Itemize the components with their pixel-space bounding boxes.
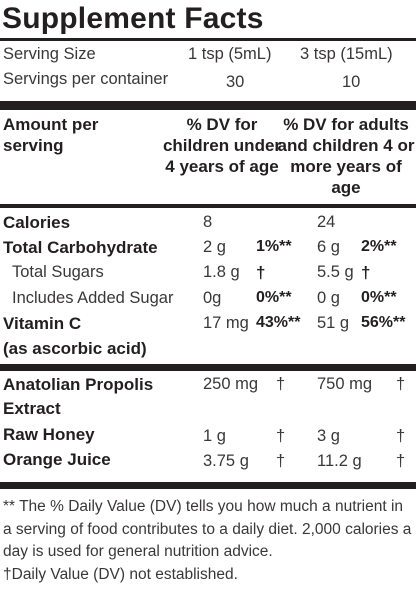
thick-divider <box>0 364 416 371</box>
added-sugar-child-dv: 0%** <box>256 289 292 306</box>
carbohydrate-adult-amount: 6 g <box>317 238 340 256</box>
sugars-child-amount: 1.8 g <box>203 263 240 281</box>
carbohydrate-adult-dv: 2%** <box>361 238 397 255</box>
calories-adult-amount: 24 <box>317 213 336 231</box>
vitamin-c-label: Vitamin C <box>3 314 82 333</box>
divider <box>0 38 416 41</box>
orange-juice-label: Orange Juice <box>3 450 111 469</box>
calories-child-amount: 8 <box>203 213 213 231</box>
honey-child-amount: 1 g <box>203 427 226 445</box>
orange-juice-adult-amount: 11.2 g <box>317 452 362 470</box>
propolis-child-amount: 250 mg <box>203 375 259 393</box>
dagger-footnote: †Daily Value (DV) not established. <box>3 566 238 583</box>
added-sugar-label: Includes Added Sugar <box>12 289 174 307</box>
servings-per-container-label: Servings per container <box>3 70 169 88</box>
vitamin-c-adult-amount: 51 g <box>317 314 350 332</box>
vitamin-c-adult-dv: 56%** <box>361 314 406 331</box>
added-sugar-child-amount: 0g <box>203 289 222 307</box>
thick-divider <box>0 482 416 489</box>
servings-per-container-adult: 10 <box>342 73 361 91</box>
propolis-adult-amount: 750 mg <box>317 375 373 393</box>
vitamin-c-sublabel: (as ascorbic acid) <box>3 339 147 358</box>
sugars-label: Total Sugars <box>12 263 104 281</box>
honey-adult-amount: 3 g <box>317 427 340 445</box>
panel-title: Supplement Facts <box>2 2 264 35</box>
sugars-child-dv: † <box>256 263 266 282</box>
propolis-label-line1: Anatolian Propolis <box>3 375 154 394</box>
honey-adult-dv: † <box>396 427 406 445</box>
orange-juice-adult-dv: † <box>396 452 406 470</box>
carbohydrate-child-amount: 2 g <box>203 238 226 256</box>
calories-label: Calories <box>3 213 71 232</box>
orange-juice-child-dv: † <box>276 452 286 470</box>
propolis-child-dv: † <box>276 375 286 393</box>
divider <box>0 204 416 208</box>
serving-size-label: Serving Size <box>3 45 96 63</box>
servings-per-container-child: 30 <box>226 73 245 91</box>
sugars-adult-dv: † <box>361 263 371 282</box>
sugars-adult-amount: 5.5 g <box>317 263 354 281</box>
carbohydrate-child-dv: 1%** <box>256 238 292 255</box>
dv-footnote: ** The % Daily Value (DV) tells you how … <box>3 498 412 560</box>
carbohydrate-label: Total Carbohydrate <box>3 238 158 257</box>
serving-size-adult: 3 tsp (15mL) <box>300 45 393 63</box>
propolis-label-line2: Extract <box>3 399 61 418</box>
orange-juice-child-amount: 3.75 g <box>203 452 249 470</box>
vitamin-c-child-dv: 43%** <box>256 314 301 331</box>
vitamin-c-child-amount: 17 mg <box>203 314 249 332</box>
thick-divider <box>0 101 416 110</box>
child-dv-header: % DV for children under 4 years of age <box>162 115 282 176</box>
honey-child-dv: † <box>276 427 286 445</box>
propolis-adult-dv: † <box>396 375 406 393</box>
serving-size-child: 1 tsp (5mL) <box>188 45 272 63</box>
added-sugar-adult-dv: 0%** <box>361 289 397 306</box>
added-sugar-adult-amount: 0 g <box>317 289 340 307</box>
amount-per-serving-header: Amount per serving <box>3 115 99 155</box>
adult-dv-header: % DV for adults and children 4 or more y… <box>277 115 415 197</box>
honey-label: Raw Honey <box>3 425 95 444</box>
